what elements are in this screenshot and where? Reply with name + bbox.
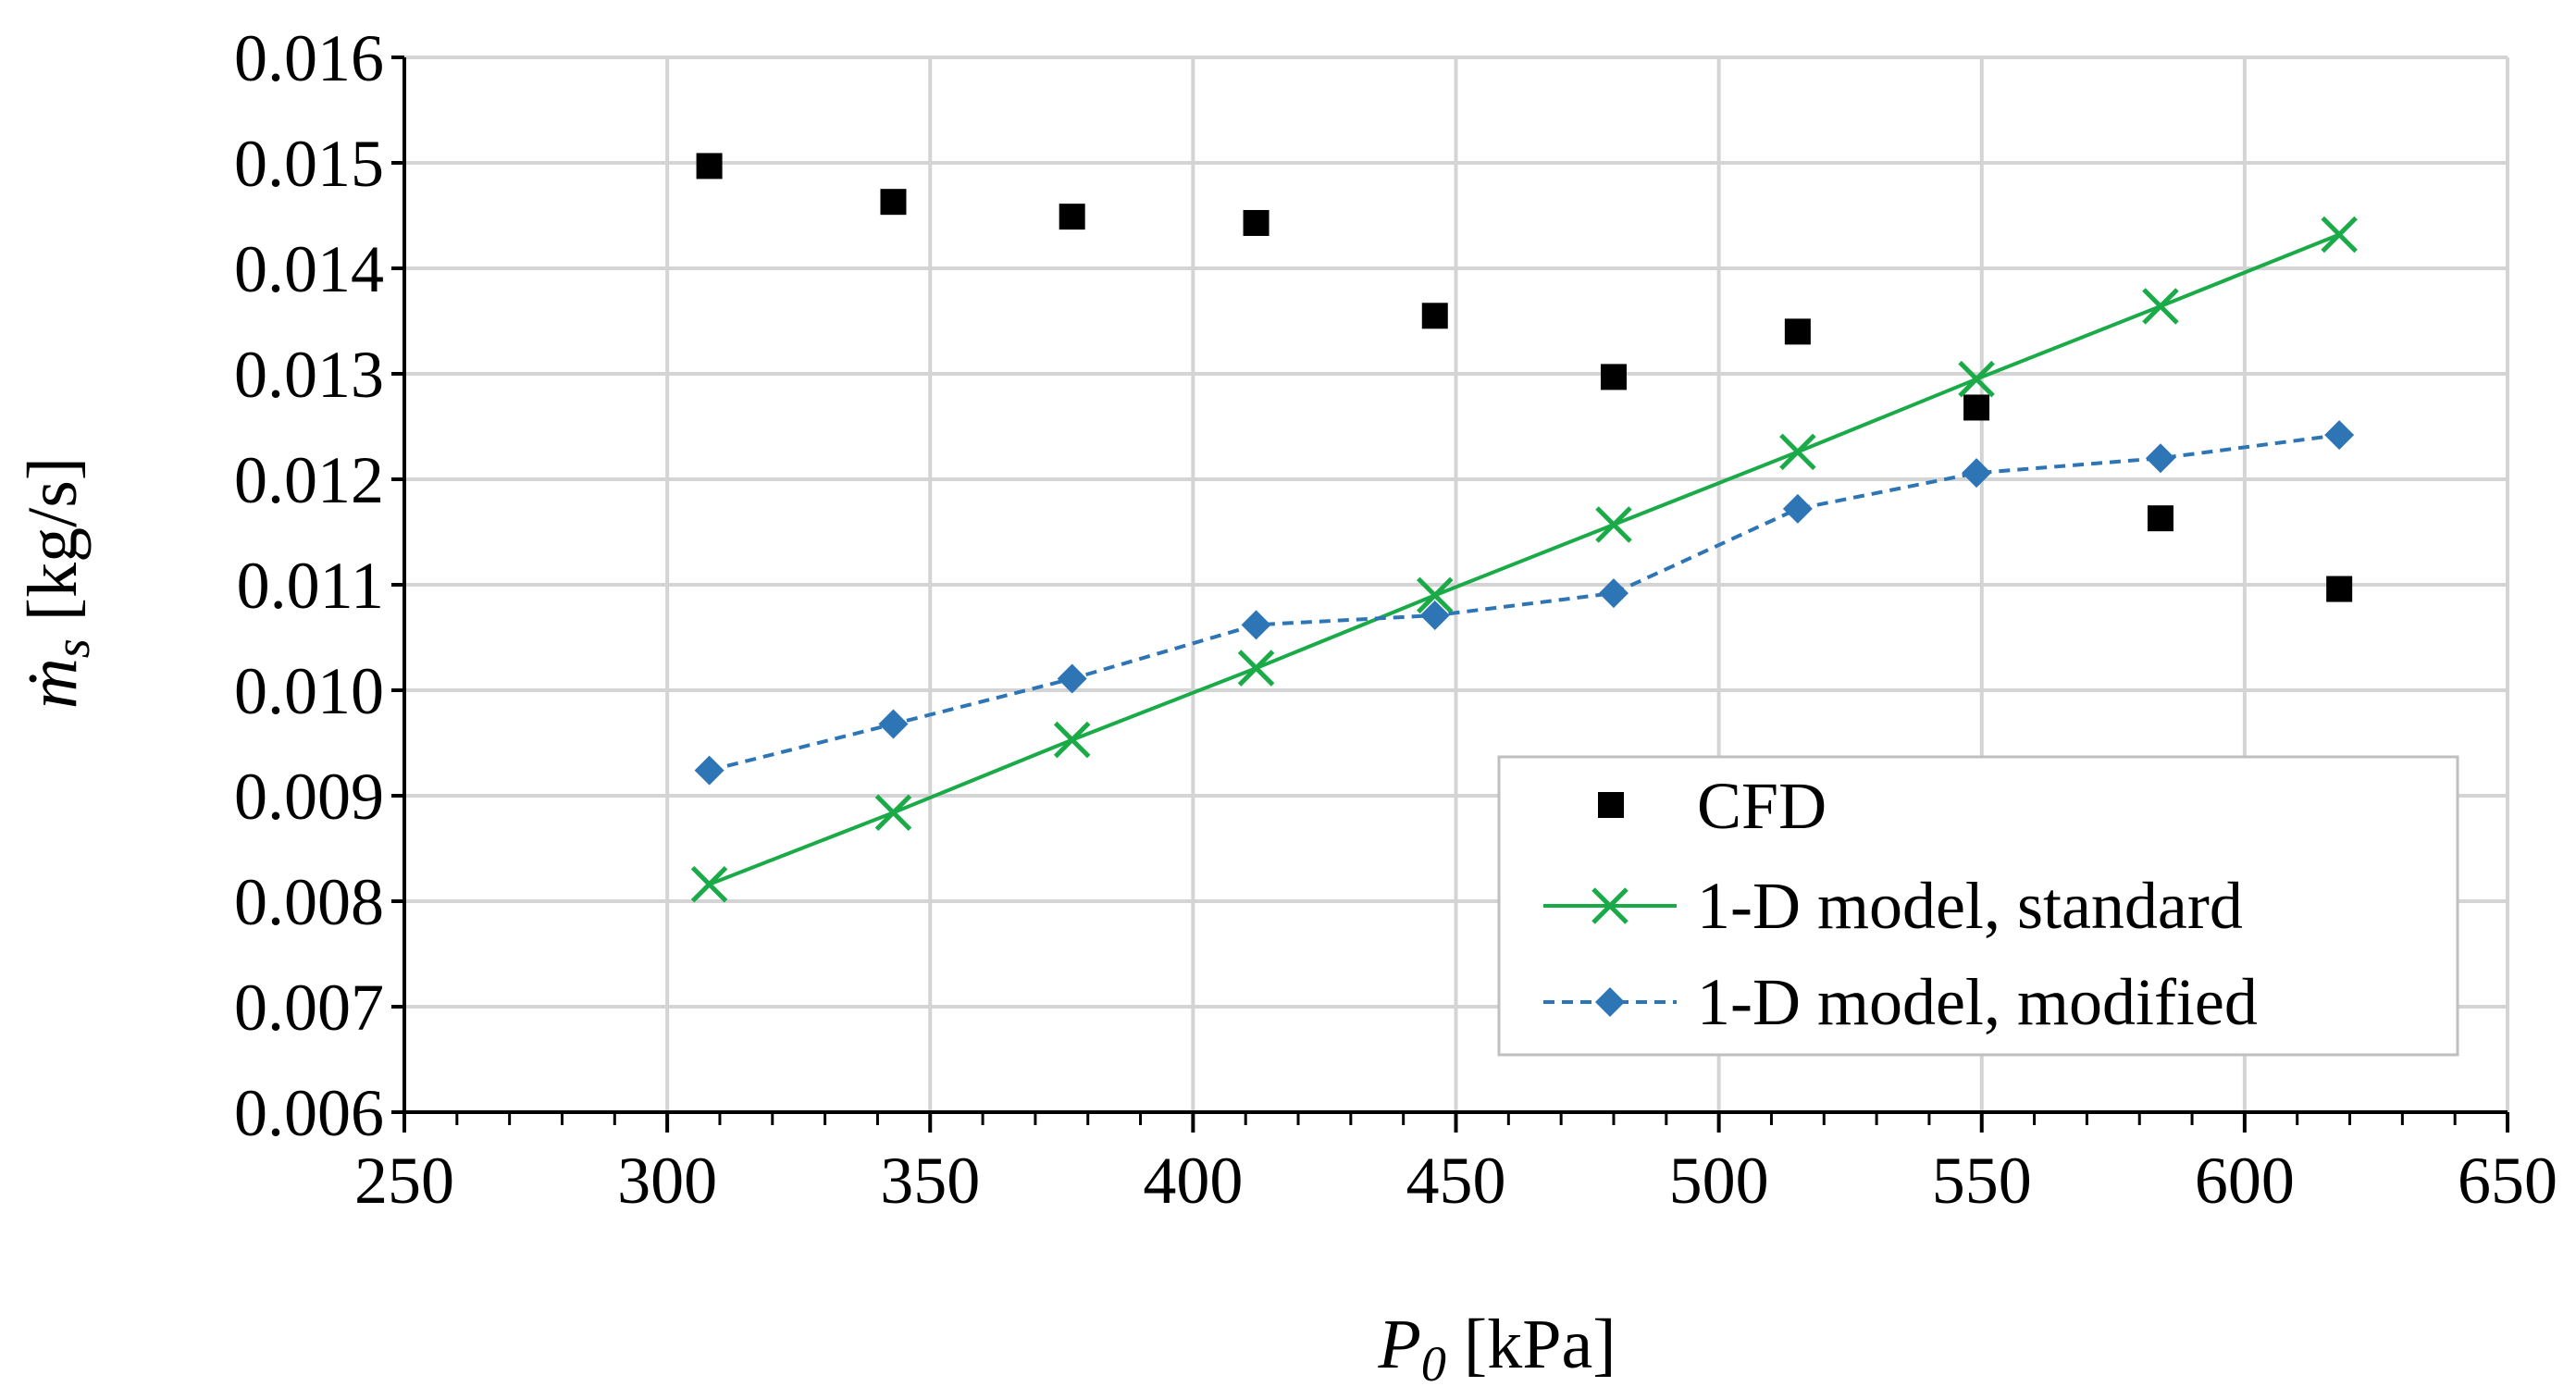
legend-cfd-marker bbox=[1598, 792, 1624, 818]
legend-label-cfd: CFD bbox=[1697, 769, 1827, 843]
x-axis-title-main: P bbox=[1377, 1306, 1420, 1383]
modified-point-3 bbox=[1241, 610, 1271, 640]
standard-point-6 bbox=[1779, 433, 1816, 471]
y-tick-label-6: 0.012 bbox=[234, 443, 384, 517]
legend-label-standard: 1-D model, standard bbox=[1697, 869, 2243, 943]
y-tick-label-9: 0.015 bbox=[234, 127, 384, 201]
modified-point-1 bbox=[878, 709, 909, 739]
modified-point-9 bbox=[2324, 420, 2355, 451]
standard-point-5 bbox=[1595, 506, 1632, 543]
standard-point-8 bbox=[2142, 288, 2179, 325]
cfd-point-1 bbox=[880, 189, 907, 216]
y-tick-label-3: 0.009 bbox=[234, 760, 384, 834]
legend-modified-marker bbox=[1595, 987, 1625, 1017]
cfd-point-6 bbox=[1784, 318, 1811, 345]
y-axis-title-main: ṁ bbox=[14, 658, 92, 709]
legend: CFD 1-D model, standard 1-D model, modif… bbox=[1497, 755, 2459, 1057]
standard-point-9 bbox=[2321, 216, 2358, 254]
modified-point-7 bbox=[1962, 458, 1992, 489]
x-axis-title-sub: 0 bbox=[1421, 1336, 1446, 1392]
x-tick-label-5: 500 bbox=[1669, 1144, 1769, 1218]
y-tick-label-7: 0.013 bbox=[234, 338, 384, 412]
y-axis-title-sub: s bbox=[44, 638, 100, 658]
y-axis-title-unit: [kg/s] bbox=[14, 457, 92, 638]
x-axis-title-unit: [kPa] bbox=[1446, 1306, 1616, 1383]
x-tick-label-8: 650 bbox=[2458, 1144, 2557, 1218]
grid-layer bbox=[404, 56, 2509, 1112]
standard-point-3 bbox=[1237, 650, 1275, 687]
x-tick-label-1: 300 bbox=[617, 1144, 717, 1218]
legend-standard-marker bbox=[1591, 887, 1629, 924]
y-tick-label-10: 0.016 bbox=[234, 21, 384, 95]
standard-point-4 bbox=[1417, 576, 1454, 614]
standard-point-2 bbox=[1053, 721, 1091, 759]
cfd-point-5 bbox=[1600, 364, 1627, 390]
cfd-point-0 bbox=[696, 153, 723, 180]
cfd-point-8 bbox=[2147, 505, 2174, 532]
modified-point-8 bbox=[2145, 443, 2175, 474]
x-tick-label-6: 550 bbox=[1932, 1144, 2032, 1218]
modified-point-0 bbox=[694, 755, 724, 786]
cfd-point-2 bbox=[1059, 204, 1085, 230]
y-tick-label-1: 0.007 bbox=[234, 971, 384, 1045]
standard-point-7 bbox=[1958, 360, 1995, 398]
y-tick-label-5: 0.011 bbox=[237, 549, 384, 623]
y-tick-label-0: 0.006 bbox=[234, 1076, 384, 1150]
series-layer bbox=[690, 153, 2358, 903]
y-axis-title: ṁs [kg/s] bbox=[14, 457, 100, 709]
modified-point-2 bbox=[1057, 663, 1087, 694]
y-tick-label-4: 0.010 bbox=[234, 654, 384, 728]
x-tick-label-4: 450 bbox=[1406, 1144, 1506, 1218]
standard-point-0 bbox=[690, 865, 728, 903]
legend-label-modified: 1-D model, modified bbox=[1697, 965, 2258, 1039]
x-tick-label-7: 600 bbox=[2195, 1144, 2295, 1218]
x-tick-label-2: 350 bbox=[880, 1144, 980, 1218]
series-line-2 bbox=[709, 433, 2340, 773]
cfd-point-9 bbox=[2326, 576, 2353, 602]
modified-point-6 bbox=[1782, 493, 1813, 524]
x-tick-label-0: 250 bbox=[354, 1144, 454, 1218]
standard-point-1 bbox=[874, 794, 912, 832]
series-line-1 bbox=[708, 232, 2340, 886]
axis-layer: 0.006 0.007 0.008 0.009 0.010 0.011 0.012 0.013… bbox=[234, 21, 2557, 1218]
x-tick-label-3: 400 bbox=[1143, 1144, 1243, 1218]
cfd-point-7 bbox=[1963, 394, 1990, 421]
y-tick-label-8: 0.014 bbox=[234, 232, 384, 306]
modified-point-5 bbox=[1598, 578, 1629, 609]
cfd-point-4 bbox=[1421, 303, 1448, 329]
y-tick-label-2: 0.008 bbox=[234, 865, 384, 939]
x-axis-title: P0 [kPa] bbox=[1377, 1306, 1616, 1392]
cfd-point-3 bbox=[1243, 209, 1269, 236]
modified-point-4 bbox=[1419, 600, 1450, 631]
